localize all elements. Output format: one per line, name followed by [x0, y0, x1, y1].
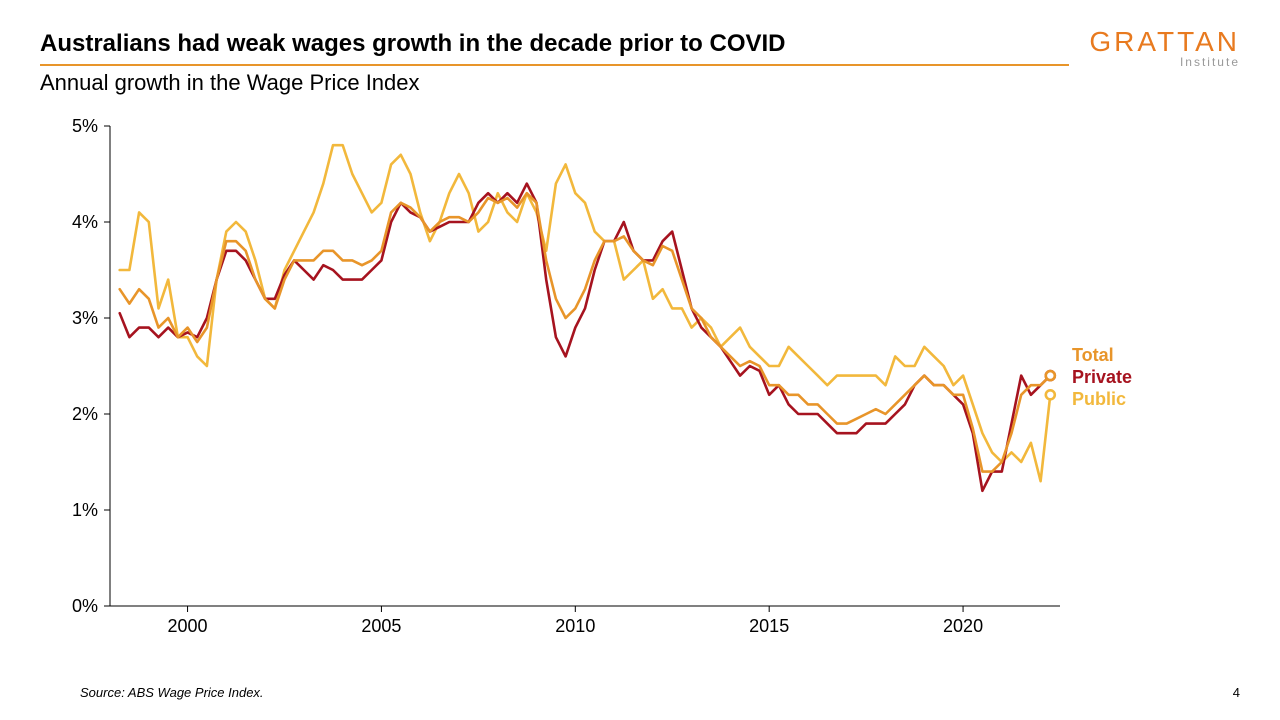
- footer: Source: ABS Wage Price Index. 4: [80, 685, 1240, 700]
- legend-label: Private: [1072, 367, 1132, 387]
- y-tick-label: 4%: [72, 212, 98, 232]
- y-tick-label: 5%: [72, 116, 98, 136]
- page-number: 4: [1233, 685, 1240, 700]
- header: Australians had weak wages growth in the…: [40, 30, 1240, 96]
- title-divider: [40, 64, 1069, 66]
- series-total: [120, 193, 1051, 471]
- source-note: Source: ABS Wage Price Index.: [80, 685, 264, 700]
- x-tick-label: 2005: [361, 616, 401, 636]
- x-tick-label: 2020: [943, 616, 983, 636]
- x-tick-label: 2010: [555, 616, 595, 636]
- legend-label: Total: [1072, 345, 1114, 365]
- x-tick-label: 2015: [749, 616, 789, 636]
- series-end-marker: [1046, 390, 1055, 399]
- y-tick-label: 0%: [72, 596, 98, 616]
- line-chart-svg: 0% 1% 2% 3% 4% 5% 2000 2005 2010 2015 2020 TotalPri…: [40, 116, 1170, 646]
- page-title: Australians had weak wages growth in the…: [40, 30, 1069, 64]
- page-subtitle: Annual growth in the Wage Price Index: [40, 70, 1069, 96]
- y-tick-label: 2%: [72, 404, 98, 424]
- y-tick-label: 3%: [72, 308, 98, 328]
- slide: Australians had weak wages growth in the…: [0, 0, 1280, 720]
- series-private: [120, 184, 1051, 491]
- y-tick-label: 1%: [72, 500, 98, 520]
- x-tick-label: 2000: [168, 616, 208, 636]
- series-public: [120, 145, 1051, 481]
- logo: GRATTAN Institute: [1089, 26, 1240, 69]
- series-end-marker: [1046, 371, 1055, 380]
- title-block: Australians had weak wages growth in the…: [40, 30, 1069, 96]
- legend-label: Public: [1072, 389, 1126, 409]
- logo-name: GRATTAN: [1089, 26, 1240, 58]
- chart: 0% 1% 2% 3% 4% 5% 2000 2005 2010 2015 2020 TotalPri…: [40, 116, 1240, 646]
